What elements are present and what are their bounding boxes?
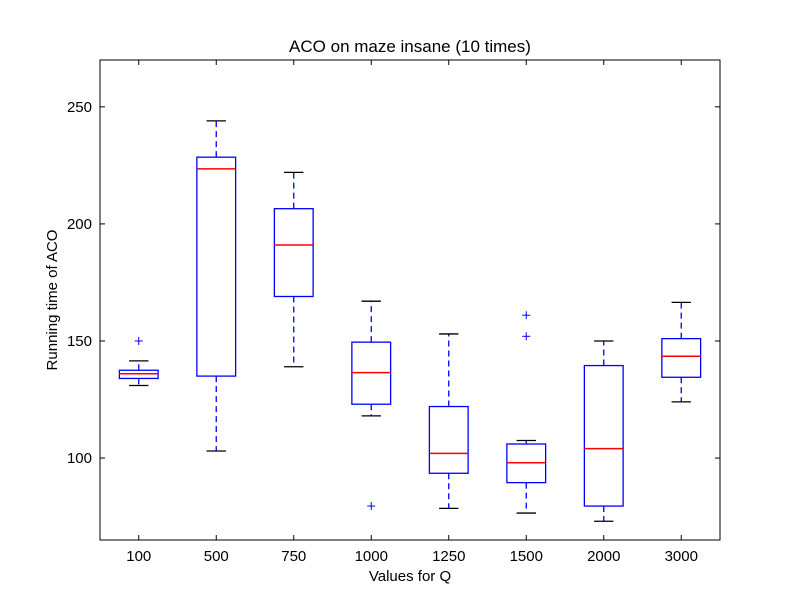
box (428, 405, 469, 474)
x-tick-label: 1250 (432, 548, 465, 565)
x-tick-label: 500 (204, 548, 229, 565)
x-tick-label: 3000 (665, 548, 698, 565)
box-group-750 (273, 171, 314, 368)
box-group-1500 (506, 311, 547, 514)
box (583, 364, 624, 507)
box-group-500 (196, 120, 237, 452)
y-tick-label: 150 (67, 333, 92, 350)
x-tick-label: 1500 (510, 548, 543, 565)
flier (367, 502, 376, 511)
x-axis-label: Values for Q (369, 568, 451, 585)
plot-area (99, 59, 721, 541)
boxes-layer (118, 120, 702, 522)
chart-title: ACO on maze insane (10 times) (289, 37, 531, 56)
box-group-1000 (351, 300, 392, 511)
flier (134, 336, 143, 345)
box (661, 337, 702, 378)
flier (522, 332, 531, 341)
box (273, 208, 314, 298)
x-tick-label: 100 (126, 548, 151, 565)
x-axis: 100 500 750 1000 1250 1500 2000 3000 (126, 60, 698, 565)
y-tick-label: 200 (67, 216, 92, 233)
box-group-1250 (428, 333, 469, 510)
x-tick-label: 2000 (587, 548, 620, 565)
box-group-100 (118, 336, 159, 387)
box-group-3000 (661, 301, 702, 403)
x-tick-label: 750 (281, 548, 306, 565)
y-axis-label: Running time of ACO (44, 230, 61, 371)
y-tick-label: 100 (67, 450, 92, 467)
y-tick-label: 250 (67, 99, 92, 116)
box-group-2000 (583, 340, 624, 522)
x-tick-label: 1000 (355, 548, 388, 565)
box (196, 156, 237, 377)
flier (522, 311, 531, 320)
y-axis: 100 150 200 250 (67, 99, 720, 467)
